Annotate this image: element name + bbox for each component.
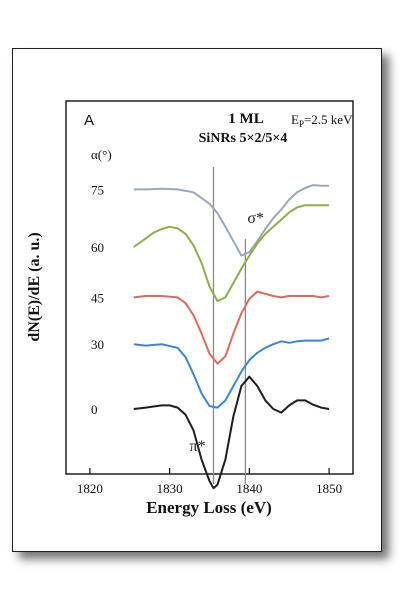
chart-subtitle: SiNRs 5×2/5×4 [199,131,288,146]
series-line-60 [133,204,330,302]
legend-value-60: 60 [91,240,104,255]
energy-annotation-rest: =2.5 keV [304,112,353,127]
legend-value-0: 0 [91,402,98,417]
legend-value-75: 75 [91,182,104,197]
legend-value-45: 45 [91,290,104,305]
x-axis-label: Energy Loss (eV) [146,498,272,517]
peak-label: σ* [247,210,264,227]
series-line-75 [133,184,330,257]
series-lines [133,184,330,490]
energy-annotation-base: E [291,112,299,127]
chart-title: 1 ML [228,111,263,127]
x-ticks: 1820 1830 1840 1850 [77,468,342,496]
series-line-45 [133,290,330,365]
x-tick-label: 1850 [316,481,342,496]
spectra-chart: A 1 ML SiNRs 5×2/5×4 EP=2.5 keV α(°) dN(… [26,100,354,517]
legend-values: 75 60 45 30 0 [91,182,104,417]
figure-frame: A 1 ML SiNRs 5×2/5×4 EP=2.5 keV α(°) dN(… [12,48,382,552]
series-line-30 [133,337,330,409]
peak-label: π* [189,438,205,455]
energy-annotation-sub: P [299,119,304,129]
x-tick-label: 1820 [77,481,103,496]
legend-value-30: 30 [91,337,104,352]
peak-markers [212,167,247,484]
peak-labels: π* σ* [189,210,264,455]
legend-title: α(°) [91,147,112,162]
plot-area [65,100,354,475]
x-tick-label: 1840 [236,481,262,496]
energy-annotation: EP=2.5 keV [291,112,353,129]
panel-label: A [84,112,94,129]
series-line-0 [133,375,330,490]
y-axis-label: dN(E)/dE (a. u.) [26,232,43,341]
x-tick-label: 1830 [157,481,183,496]
